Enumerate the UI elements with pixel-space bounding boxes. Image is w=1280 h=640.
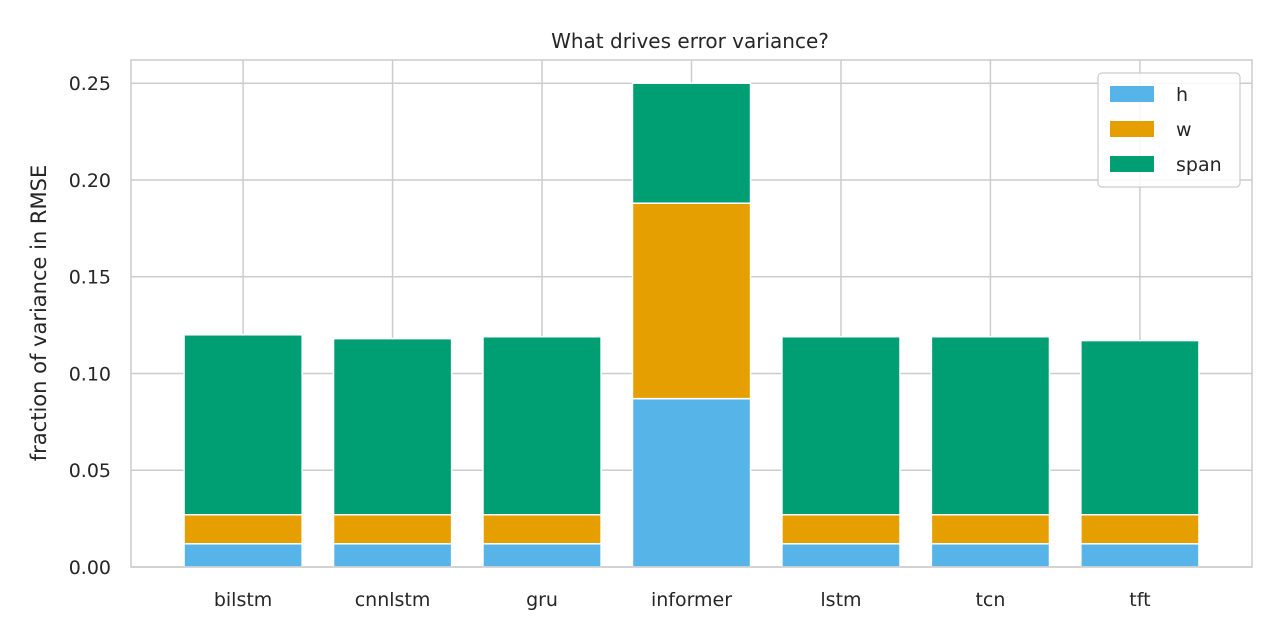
bar-segment-w-lstm bbox=[781, 514, 901, 545]
x-tick-label: cnnlstm bbox=[355, 589, 431, 611]
legend-swatch-h bbox=[1110, 86, 1154, 102]
y-tick-label: 0.20 bbox=[69, 170, 111, 192]
bar-segment-w-tcn bbox=[930, 514, 1051, 545]
bar-segment-w-cnnlstm bbox=[332, 514, 453, 545]
x-tick-label: bilstm bbox=[214, 589, 272, 611]
bar-segment-h-gru bbox=[482, 543, 602, 568]
bar-segment-span-gru bbox=[482, 335, 602, 516]
bar-segment-h-bilstm bbox=[183, 543, 303, 568]
legend-label-h: h bbox=[1176, 84, 1188, 106]
plot-frame bbox=[130, 59, 1253, 568]
bar-segment-h-tft bbox=[1080, 543, 1200, 568]
x-tick-label: lstm bbox=[820, 589, 861, 611]
y-tick-label: 0.25 bbox=[69, 73, 111, 95]
bar-segment-w-gru bbox=[482, 514, 602, 545]
bar-segment-w-informer bbox=[631, 202, 752, 400]
bar-segment-h-cnnlstm bbox=[332, 543, 453, 568]
legend: hw span bbox=[1097, 72, 1241, 188]
y-tick-label: 0.10 bbox=[69, 363, 111, 385]
y-tick-label: 0.00 bbox=[69, 557, 111, 579]
x-tick-label: gru bbox=[526, 589, 558, 611]
legend-swatch-w bbox=[1110, 121, 1154, 137]
bar-segment-span-informer bbox=[631, 82, 752, 204]
y-ticks: 0.00 0.05 0.10 0.15 0.20 0.25 bbox=[69, 73, 111, 579]
x-tick-label: tcn bbox=[975, 589, 1005, 611]
bar-segment-span-cnnlstm bbox=[332, 337, 453, 516]
legend-swatch-span bbox=[1110, 156, 1154, 172]
bar-segment-h-informer bbox=[631, 397, 752, 568]
y-tick-label: 0.15 bbox=[69, 267, 111, 289]
bar-segment-w-tft bbox=[1080, 514, 1200, 545]
bar-segment-span-tcn bbox=[930, 335, 1051, 516]
legend-label-w: w bbox=[1176, 119, 1192, 141]
chart-title: What drives error variance? bbox=[551, 29, 829, 53]
bar-segment-span-tft bbox=[1080, 339, 1200, 516]
bar-segment-h-lstm bbox=[781, 543, 901, 568]
bar-segment-h-tcn bbox=[930, 543, 1051, 568]
bars bbox=[183, 82, 1200, 568]
y-tick-label: 0.05 bbox=[69, 460, 111, 482]
x-tick-label: informer bbox=[651, 589, 732, 611]
x-ticks: bilstm cnnlstm gru informer lstm tcn tft bbox=[214, 589, 1151, 611]
x-tick-label: tft bbox=[1129, 589, 1150, 611]
bar-segment-w-bilstm bbox=[183, 514, 303, 545]
bar-segment-span-lstm bbox=[781, 335, 901, 516]
bar-segment-span-bilstm bbox=[183, 334, 303, 516]
legend-label-span: span bbox=[1176, 154, 1222, 176]
y-axis-label: fraction of variance in RMSE bbox=[27, 165, 51, 461]
